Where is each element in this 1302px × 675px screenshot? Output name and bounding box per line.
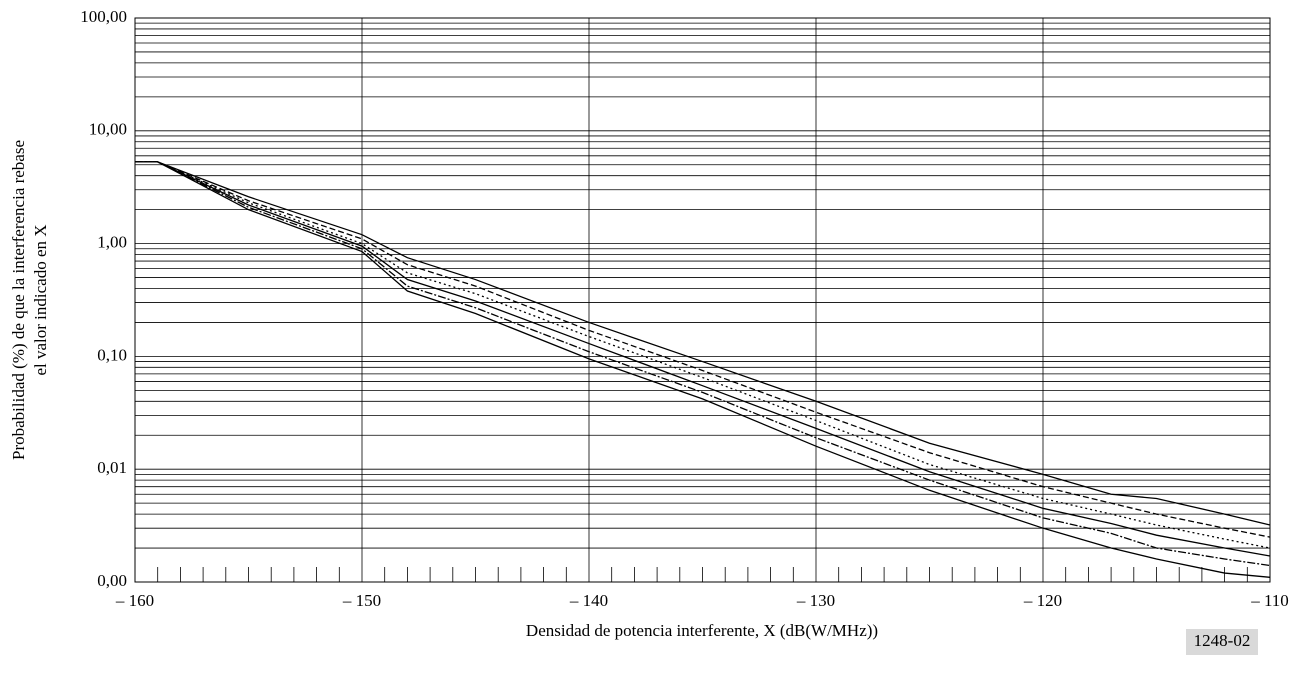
x-tick-label: – 140 (569, 591, 608, 610)
plot-area: 0,00 0,01 0,10 1,00 10,00 100,00 – 160 – 150 – 1… (80, 7, 1289, 610)
y-tick-label: 10,00 (89, 120, 127, 139)
curve (135, 161, 1271, 526)
y-tick-label: 0,00 (97, 571, 127, 590)
curve (135, 161, 1271, 538)
y-axis-label: Probabilidad (%) de que la interferencia… (9, 140, 28, 460)
x-tick-label: – 120 (1023, 591, 1062, 610)
plot-frame (134, 17, 1271, 583)
curve (135, 161, 1271, 557)
figure-id-box (1186, 629, 1258, 655)
curve (135, 161, 1271, 578)
y-tick-label: 0,01 (97, 458, 127, 477)
figure-id: 1248-02 (1194, 631, 1251, 650)
x-axis-label: Densidad de potencia interferente, X (dB… (526, 621, 878, 640)
curve (135, 161, 1271, 567)
y-axis-label: el valor indicado en X (31, 224, 50, 375)
y-tick-label: 100,00 (80, 7, 127, 26)
x-tick-label: – 130 (796, 591, 835, 610)
x-tick-label: – 110 (1250, 591, 1289, 610)
y-tick-label: 1,00 (97, 233, 127, 252)
y-tick-label: 0,10 (97, 345, 127, 364)
curve (135, 161, 1271, 549)
x-tick-label: – 160 (115, 591, 154, 610)
x-tick-label: – 150 (342, 591, 381, 610)
